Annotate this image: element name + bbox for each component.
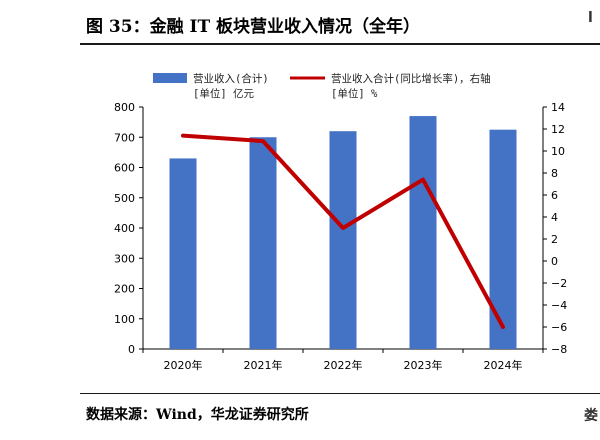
cropped-text-fragment: l xyxy=(588,10,593,26)
cropped-text-fragment: 娄 xyxy=(584,408,598,424)
line-point xyxy=(261,139,265,143)
bar xyxy=(249,137,277,349)
legend-label-bar: 营业收入(合计) xyxy=(193,72,269,85)
legend-unit-bar: [单位] 亿元 xyxy=(193,87,254,100)
legend-unit-line: [单位] % xyxy=(331,87,378,100)
y-right-tick-label: 14 xyxy=(551,101,565,114)
line-series xyxy=(181,133,505,329)
y-right-tick-label: 2 xyxy=(551,233,558,246)
y-right-tick-label: 10 xyxy=(551,145,565,158)
chart-axes: 0 100 200 300 400 500 600 700 800 −8 −6 −4 −2 0 2 4 6 8 10… xyxy=(114,101,567,372)
x-tick-label: 2021年 xyxy=(244,358,283,372)
x-tick-label: 2020年 xyxy=(164,358,203,372)
y-left-tick-label: 200 xyxy=(114,283,135,296)
y-right-tick-label: −6 xyxy=(551,321,567,334)
figure-title: 图 35：金融 IT 板块营业收入情况（全年） xyxy=(86,17,421,37)
y-right-tick-label: 0 xyxy=(551,255,558,268)
x-tick-label: 2023年 xyxy=(404,358,443,372)
legend-swatch-bar xyxy=(153,73,187,83)
y-left-tick-label: 800 xyxy=(114,101,135,114)
y-left-tick-label: 0 xyxy=(128,343,135,356)
bar xyxy=(409,116,437,349)
x-tick-label: 2022年 xyxy=(324,358,363,372)
y-right-tick-label: 4 xyxy=(551,211,558,224)
y-left-tick-label: 300 xyxy=(114,252,135,265)
y-left-tick-label: 500 xyxy=(114,192,135,205)
y-right-tick-label: 6 xyxy=(551,189,558,202)
line-point xyxy=(501,325,505,329)
footer-divider xyxy=(80,393,600,394)
y-left-tick-label: 100 xyxy=(114,313,135,326)
y-left-tick-label: 400 xyxy=(114,222,135,235)
y-right-tick-label: −4 xyxy=(551,299,567,312)
bar-series xyxy=(169,116,517,349)
title-divider xyxy=(80,43,600,45)
bar xyxy=(489,129,517,349)
figure-header: 图 35：金融 IT 板块营业收入情况（全年） xyxy=(0,0,600,45)
bar xyxy=(329,131,357,349)
bar xyxy=(169,158,197,349)
y-left-tick-label: 700 xyxy=(114,131,135,144)
revenue-chart: 营业收入(合计) [单位] 亿元 营业收入合计(同比增长率)，右轴 [单位] %… xyxy=(114,72,567,372)
y-right-tick-label: −8 xyxy=(551,343,567,356)
line-point xyxy=(421,178,425,182)
source-note: 数据来源：Wind，华龙证券研究所 xyxy=(86,407,309,423)
line-point xyxy=(181,134,185,138)
y-left-tick-label: 600 xyxy=(114,162,135,175)
chart-legend: 营业收入(合计) [单位] 亿元 营业收入合计(同比增长率)，右轴 [单位] % xyxy=(153,72,491,100)
line-point xyxy=(341,226,345,230)
y-right-tick-label: 8 xyxy=(551,167,558,180)
x-tick-label: 2024年 xyxy=(484,358,523,372)
legend-label-line: 营业收入合计(同比增长率)，右轴 xyxy=(331,72,491,85)
y-right-tick-label: −2 xyxy=(551,277,567,290)
y-right-tick-label: 12 xyxy=(551,123,565,136)
